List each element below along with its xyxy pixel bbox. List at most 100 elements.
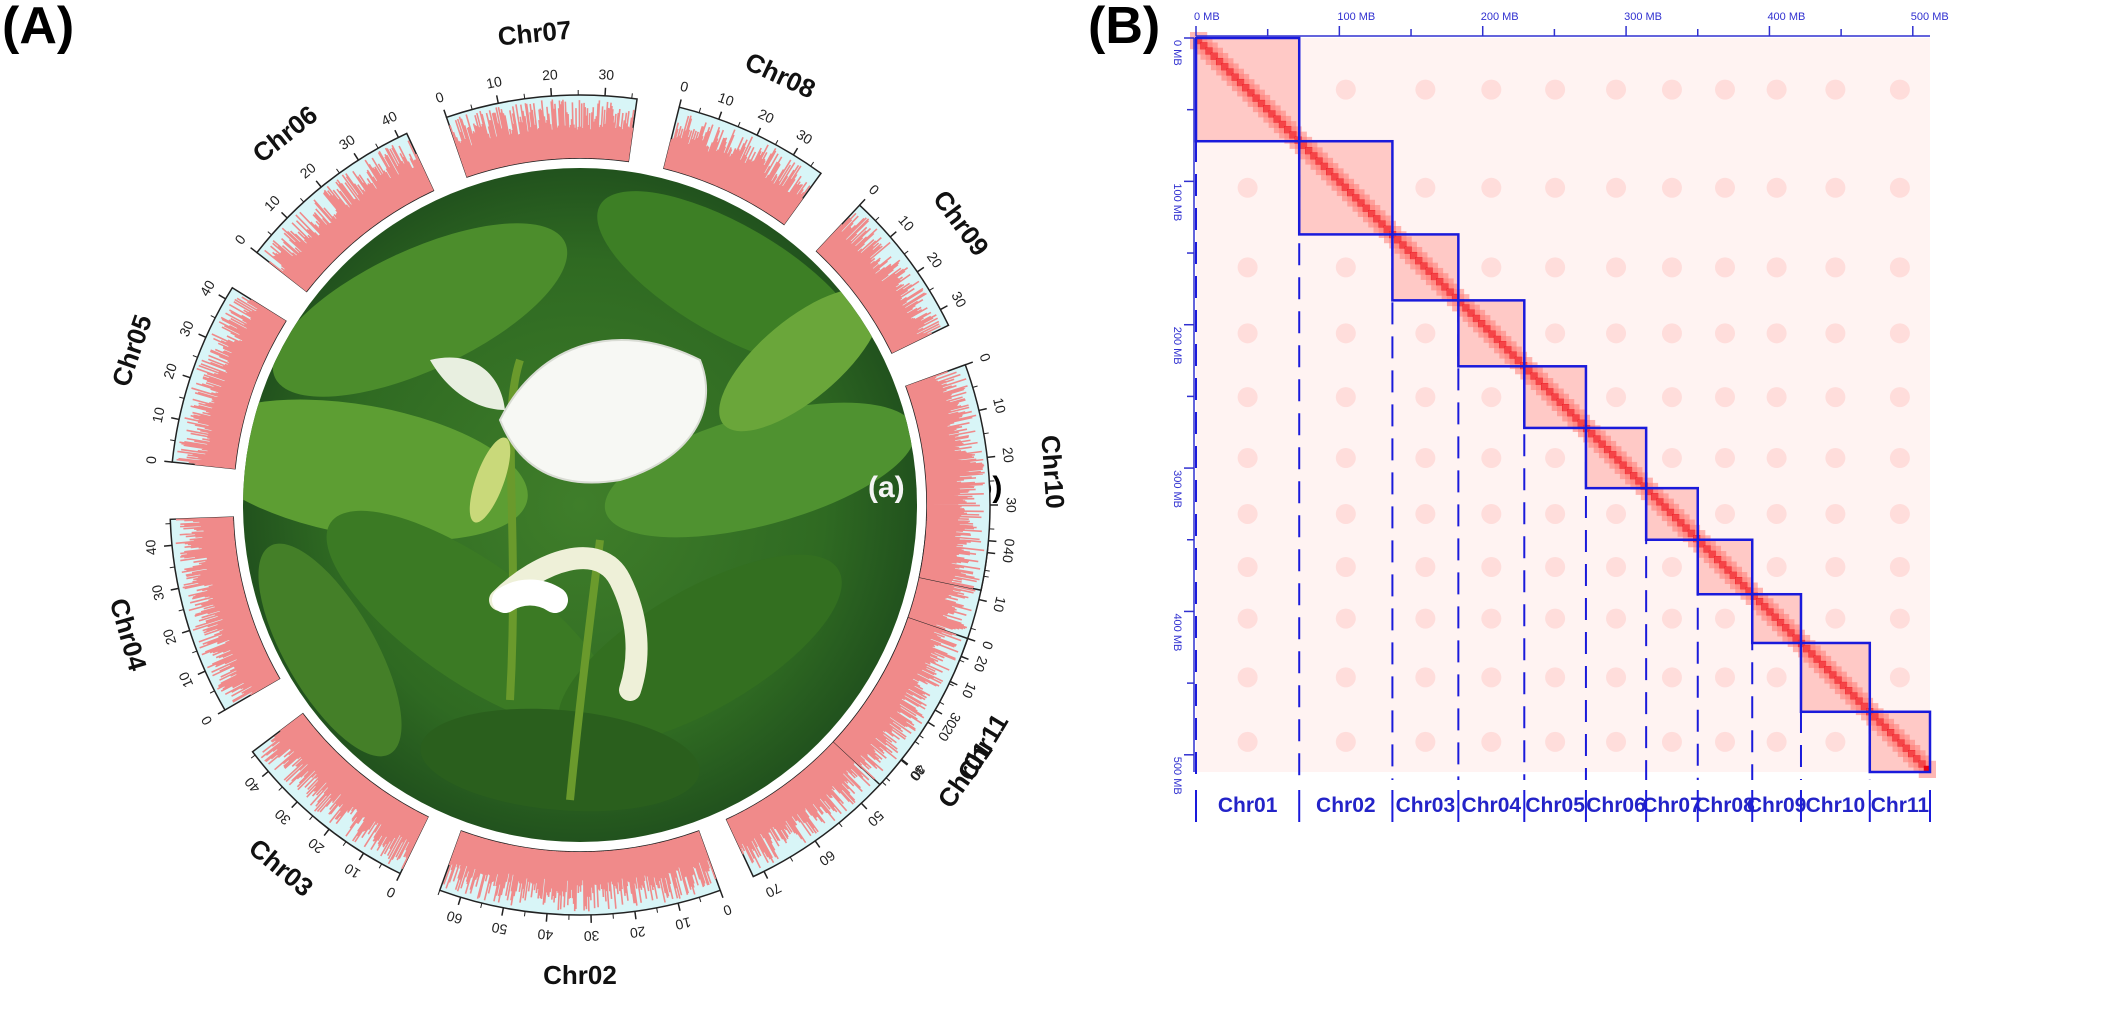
hic-interchrom-signal [1661, 387, 1682, 408]
hic-interchrom-signal [1481, 608, 1502, 629]
chr-tick-label: 10 [149, 405, 168, 424]
hic-chr-label: Chr06 [1586, 794, 1646, 817]
chr-tick-label: 20 [1000, 446, 1018, 464]
hic-left-tick-label: 200 MB [1171, 327, 1183, 365]
hic-interchrom-signal [1606, 556, 1627, 577]
chr-tick [978, 598, 987, 603]
hic-interchrom-signal [1415, 503, 1436, 524]
chr-tick-label: 10 [990, 396, 1009, 415]
chr-tick [940, 305, 948, 311]
chr-minor-tick [378, 863, 383, 869]
chr-tick-label: 70 [763, 880, 784, 901]
hic-interchrom-signal [1545, 503, 1566, 524]
hic-interchrom-signal [1889, 667, 1910, 688]
chr-tick [960, 655, 969, 661]
hic-interchrom-signal [1766, 177, 1787, 198]
chr-minor-tick [250, 754, 256, 759]
hic-chr-label: Chr01 [1218, 794, 1278, 817]
chr-tick-label: 30 [794, 126, 816, 148]
hic-interchrom-signal [1237, 448, 1258, 469]
chr-minor-tick [278, 786, 283, 791]
hic-interchrom-signal [1545, 731, 1566, 752]
chr-minor-tick [267, 231, 272, 236]
chr-tick-label: 10 [959, 680, 980, 701]
chr-density-bars [176, 296, 286, 470]
hic-interchrom-signal [1237, 177, 1258, 198]
hic-chr-label: Chr08 [1695, 794, 1755, 817]
chr-tick-label: 30 [148, 583, 167, 602]
chr-minor-tick [375, 143, 379, 149]
hic-interchrom-signal [1766, 257, 1787, 278]
hic-interchrom-signal [1481, 667, 1502, 688]
chr-tick [501, 907, 505, 916]
hic-chr-label: Chr03 [1396, 794, 1456, 817]
chr-minor-tick [631, 93, 633, 99]
hic-top-tick-label: 200 MB [1481, 11, 1519, 23]
hic-chr-box [1696, 538, 1754, 596]
chr-minor-tick [885, 777, 891, 782]
chr-tick [927, 721, 935, 727]
hic-interchrom-signal [1825, 257, 1846, 278]
hic-interchrom-signal [1335, 79, 1356, 100]
chr-tick-label: 0 [679, 78, 691, 95]
hic-interchrom-signal [1825, 503, 1846, 524]
chr-tick-label: 40 [142, 539, 159, 556]
hic-interchrom-signal [1889, 608, 1910, 629]
chr-tick [965, 361, 974, 366]
hic-interchrom-signal [1606, 323, 1627, 344]
hic-interchrom-signal [1825, 608, 1846, 629]
chr-minor-tick [983, 575, 989, 578]
chr-minor-tick [737, 121, 741, 127]
chr-tick-label: 30 [598, 66, 615, 83]
chr-minor-tick [480, 902, 483, 909]
chr-tick [949, 680, 958, 686]
hic-interchrom-signal [1661, 731, 1682, 752]
chr-tick [218, 294, 226, 300]
hic-interchrom-signal [1415, 387, 1436, 408]
chr-tick [978, 407, 987, 412]
hic-chr-box [1584, 426, 1648, 490]
hic-interchrom-signal [1714, 387, 1735, 408]
hic-interchrom-signal [1415, 323, 1436, 344]
chr-tick [182, 374, 191, 379]
hic-interchrom-signal [1766, 387, 1787, 408]
hic-interchrom-signal [1481, 731, 1502, 752]
chr-tick-label: 10 [674, 914, 693, 933]
chr-tick-label: 40 [378, 108, 399, 129]
chr-tick-label: 30 [1003, 497, 1019, 513]
hic-chr-label: Chr02 [1316, 794, 1376, 817]
hic-interchrom-signal [1889, 503, 1910, 524]
panel-b-label: (B) [1088, 0, 1161, 55]
hic-interchrom-signal [1606, 177, 1627, 198]
chr-tick [323, 828, 330, 837]
hic-interchrom-signal [1335, 448, 1356, 469]
chr-minor-tick [948, 683, 954, 687]
hic-interchrom-signal [1606, 667, 1627, 688]
hic-left-tick-label: 300 MB [1171, 470, 1183, 508]
chr-tick-label: 10 [716, 89, 736, 109]
chr-tick [967, 637, 976, 642]
chr-tick [814, 840, 821, 848]
chr-minor-tick [300, 197, 305, 203]
hic-left-tick-label: 0 MB [1171, 40, 1183, 66]
hic-chr-label: Chr11 [1871, 794, 1930, 817]
chr-tick-label: 50 [490, 919, 508, 938]
hic-interchrom-signal [1889, 323, 1910, 344]
chr-minor-tick [775, 139, 779, 145]
hic-interchrom-signal [1714, 448, 1735, 469]
hic-interchrom-signal [1661, 177, 1682, 198]
chr-tick [988, 539, 997, 543]
hic-top-tick-label: 0 MB [1194, 11, 1220, 23]
hic-interchrom-signal [1481, 257, 1502, 278]
hic-interchrom-signal [1661, 448, 1682, 469]
chr-tick-label: 10 [175, 669, 196, 690]
chr-minor-tick [939, 701, 945, 705]
hic-chr-box [1523, 365, 1588, 430]
chr-tick [170, 587, 179, 591]
chr-tick-label: 30 [943, 710, 965, 732]
hic-interchrom-signal [1606, 731, 1627, 752]
chr-tick-label: 0 [143, 455, 160, 465]
chr-tick [934, 709, 943, 715]
hic-top-tick-label: 400 MB [1767, 11, 1805, 23]
hic-interchrom-signal [1661, 79, 1682, 100]
